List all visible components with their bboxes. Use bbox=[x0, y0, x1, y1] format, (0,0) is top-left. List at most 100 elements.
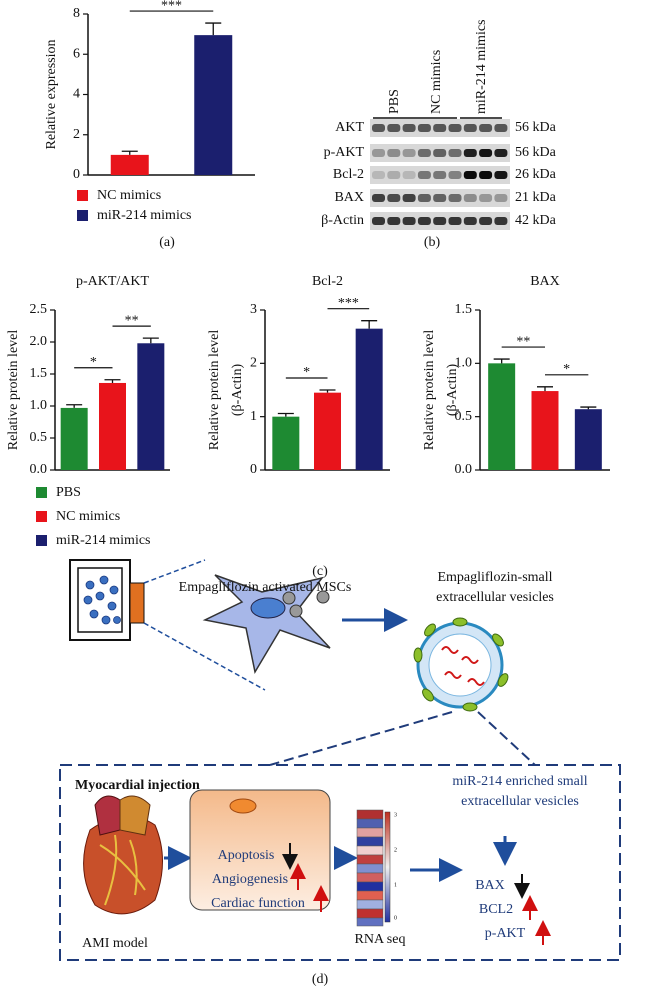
diagram-circle bbox=[101, 615, 111, 625]
diagram-rect bbox=[129, 582, 145, 624]
blot-band bbox=[494, 124, 508, 132]
diagram-ellipse bbox=[462, 702, 478, 712]
y-tick-label: 0.5 bbox=[455, 409, 473, 424]
injection-label: Myocardial injection bbox=[75, 778, 200, 793]
blot-band bbox=[463, 217, 477, 225]
y-tick-label: 2 bbox=[73, 127, 80, 142]
blot-band bbox=[479, 217, 493, 225]
diagram-g bbox=[83, 575, 121, 625]
legend-label: miR-214 mimics bbox=[56, 533, 151, 548]
bar bbox=[99, 382, 126, 470]
bar bbox=[488, 363, 516, 470]
blot-band bbox=[433, 194, 447, 202]
blot-band bbox=[433, 124, 447, 132]
panel-label: (b) bbox=[424, 235, 441, 250]
diagram-circle bbox=[316, 590, 330, 604]
significance-label: ** bbox=[516, 334, 530, 349]
y-axis-label: Relative expression bbox=[44, 39, 59, 149]
y-tick-label: 1.0 bbox=[30, 398, 48, 413]
y-tick-label: 2.0 bbox=[30, 334, 48, 349]
blot-band bbox=[494, 149, 508, 157]
diagram-path bbox=[441, 646, 459, 654]
bar bbox=[272, 416, 300, 470]
diagram-path bbox=[444, 671, 462, 679]
chart-title: p-AKT/AKT bbox=[76, 274, 150, 289]
bar bbox=[60, 407, 88, 470]
scale-label: 3 bbox=[394, 812, 397, 818]
diagram-rect bbox=[356, 809, 384, 820]
y-tick-label: 1.0 bbox=[455, 356, 473, 371]
blot-band bbox=[448, 149, 462, 157]
diagram-ellipse bbox=[413, 647, 423, 663]
effect-label: Apoptosis bbox=[218, 848, 275, 863]
lane-label: NC mimics bbox=[429, 50, 444, 114]
enriched-label: extracellular vesicles bbox=[461, 794, 579, 809]
blot-band bbox=[433, 171, 447, 179]
blot-band bbox=[448, 194, 462, 202]
diagram-line bbox=[143, 622, 266, 691]
diagram-g bbox=[441, 646, 485, 686]
panel-label: (d) bbox=[312, 972, 329, 987]
blot-band bbox=[372, 217, 385, 225]
panel-label: (a) bbox=[159, 235, 175, 250]
y-axis-label: Relative protein level bbox=[207, 330, 222, 451]
significance-label: *** bbox=[161, 0, 182, 13]
target-label: BAX bbox=[475, 878, 505, 893]
y-tick-label: 0.0 bbox=[30, 462, 48, 477]
schematic: Empagliflozin activated MSCs Empaglifloz… bbox=[59, 559, 621, 987]
y-tick-label: 0.0 bbox=[455, 462, 473, 477]
diagram-circle bbox=[89, 609, 99, 619]
rnaseq-label: RNA seq bbox=[355, 932, 406, 947]
diagram-rect bbox=[356, 863, 384, 874]
blot-band bbox=[433, 149, 447, 157]
y-tick-label: 2 bbox=[250, 356, 257, 371]
diagram-ellipse bbox=[497, 673, 509, 687]
diagram-ellipse bbox=[250, 597, 286, 619]
y-axis-label: Relative protein level bbox=[422, 330, 437, 451]
diagram-circle bbox=[289, 604, 303, 618]
diagram-circle bbox=[95, 591, 105, 601]
blot-band bbox=[372, 124, 385, 132]
y-tick-label: 1.5 bbox=[30, 366, 48, 381]
y-tick-label: 1 bbox=[250, 409, 257, 424]
diagram-rect bbox=[59, 764, 621, 961]
significance-label: * bbox=[90, 355, 97, 370]
size-label: 42 kDa bbox=[515, 213, 557, 228]
diagram-path bbox=[99, 834, 146, 906]
diagram-line bbox=[269, 711, 453, 766]
legend-label: PBS bbox=[56, 485, 81, 500]
diagram-g bbox=[413, 617, 509, 712]
diagram-path bbox=[467, 678, 485, 686]
blot-band bbox=[494, 194, 508, 202]
blot-band bbox=[448, 171, 462, 179]
bar bbox=[574, 409, 602, 470]
blot-band bbox=[463, 149, 477, 157]
diagram-circle bbox=[99, 575, 109, 585]
error-bar bbox=[319, 389, 336, 393]
effect-label: Cardiac function bbox=[211, 896, 305, 911]
target-label: p-AKT bbox=[485, 926, 526, 941]
y-tick-label: 4 bbox=[73, 87, 80, 102]
blot-band bbox=[402, 217, 416, 225]
bar bbox=[137, 343, 165, 470]
error-bar bbox=[361, 320, 378, 329]
vesicle-label: Empagliflozin-small bbox=[437, 570, 552, 585]
bar bbox=[110, 154, 149, 175]
diagram-line bbox=[143, 559, 206, 584]
blot-band bbox=[402, 149, 416, 157]
effect-label: Angiogenesis bbox=[212, 872, 288, 887]
blot-band bbox=[387, 171, 401, 179]
diagram-ellipse bbox=[229, 798, 257, 814]
diagram-g bbox=[356, 809, 384, 927]
blot-band bbox=[417, 194, 431, 202]
blot-band bbox=[387, 217, 401, 225]
diagram-path bbox=[119, 795, 151, 836]
lane-label: miR-214 mimics bbox=[474, 20, 489, 115]
legend-swatch bbox=[77, 190, 88, 201]
diagram-circle bbox=[83, 595, 93, 605]
error-bar bbox=[537, 386, 553, 392]
error-bar bbox=[142, 337, 159, 344]
blot-band bbox=[448, 124, 462, 132]
